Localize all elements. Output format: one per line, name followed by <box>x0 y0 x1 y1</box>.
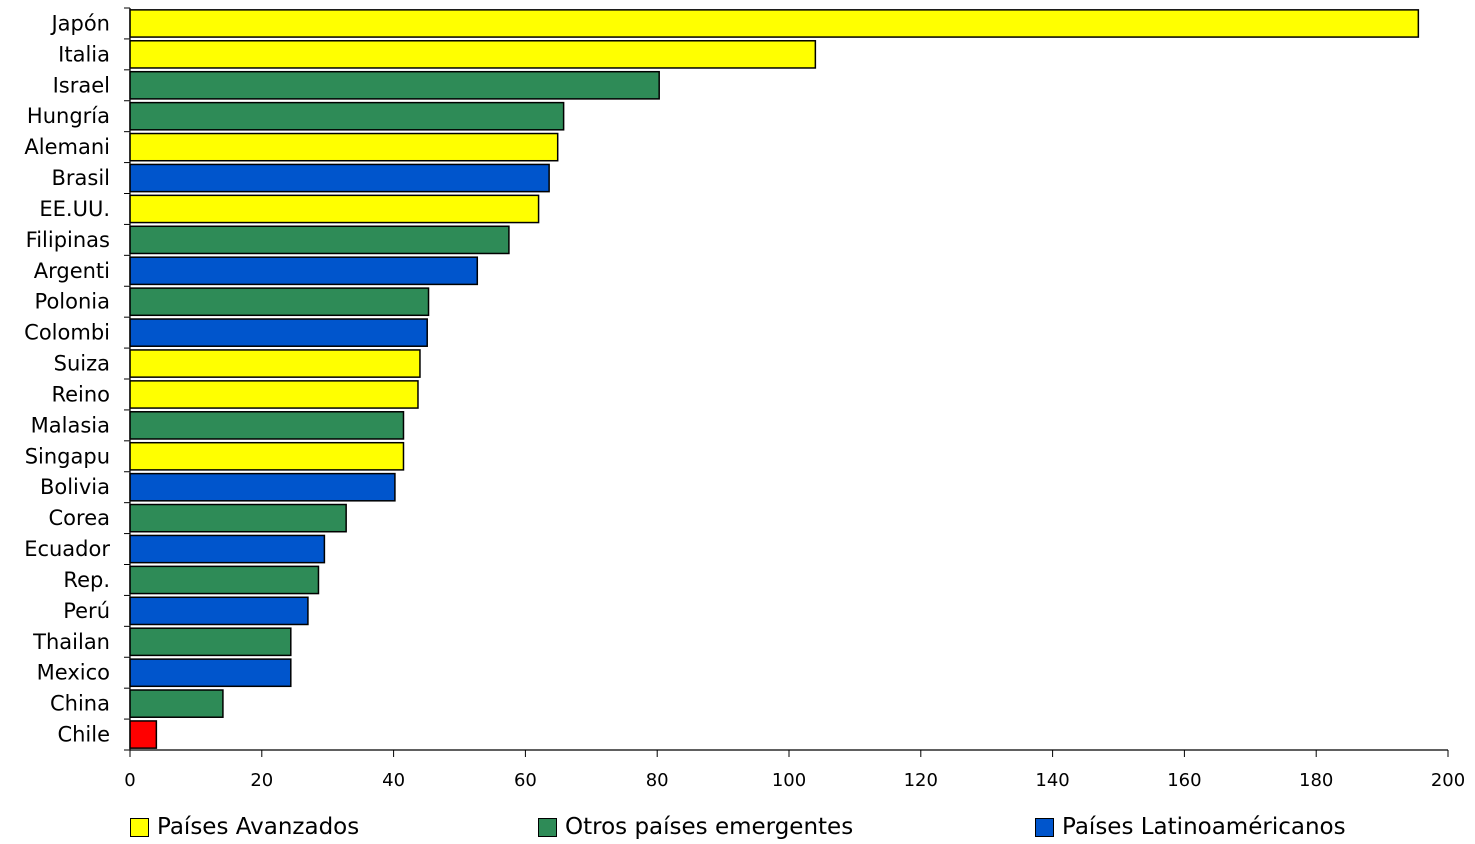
legend-swatch-latam <box>1035 817 1054 837</box>
bar-alemani <box>129 132 559 162</box>
category-labels: Japón Italia Israel Hungría Alemani Brasil EE.… <box>24 11 110 746</box>
legend-item-latam: Países Latinoaméricanos <box>1035 812 1346 842</box>
x-tick-label-80: 80 <box>646 770 669 791</box>
category-label-hungr-a: Hungría <box>27 104 110 128</box>
category-label-china: China <box>50 692 110 716</box>
legend-label-emergentes: Otros países emergentes <box>565 814 854 840</box>
category-label-italia: Italia <box>58 42 110 66</box>
category-label-colombi: Colombi <box>24 321 110 345</box>
bar-bolivia <box>129 472 396 502</box>
category-label-israel: Israel <box>53 73 110 97</box>
category-label-argenti: Argenti <box>34 259 110 283</box>
bar-china <box>129 689 224 718</box>
bar-singapu <box>129 441 405 471</box>
category-label-reino: Reino <box>51 382 110 406</box>
category-label-filipinas: Filipinas <box>26 228 110 252</box>
bar-brasil <box>129 163 550 193</box>
legend-label-latam: Países Latinoaméricanos <box>1062 814 1346 840</box>
bar-ee-uu <box>129 194 540 224</box>
x-tick-label-120: 120 <box>904 770 938 791</box>
x-tick-labels: 0 20 40 60 80 100 120 140 160 180 200 <box>124 770 1465 791</box>
bar-malasia <box>129 411 405 440</box>
x-tick-label-60: 60 <box>514 770 537 791</box>
bar-mexico <box>129 658 292 688</box>
category-label-mexico: Mexico <box>37 661 110 685</box>
category-label-jap-n: Japón <box>49 11 110 35</box>
x-tick-label-140: 140 <box>1035 770 1069 791</box>
category-label-thailan: Thailan <box>32 630 110 654</box>
legend-label-avanzados: Países Avanzados <box>157 814 360 840</box>
bar-filipinas <box>129 225 510 255</box>
bar-polonia <box>129 287 430 317</box>
category-label-corea: Corea <box>49 506 110 530</box>
bars-group <box>129 9 1420 749</box>
category-label-malasia: Malasia <box>31 413 110 437</box>
category-label-ee-uu: EE.UU. <box>39 197 110 221</box>
bar-reino <box>129 380 419 409</box>
x-tick-label-0: 0 <box>124 770 135 791</box>
bar-ecuador <box>129 534 326 564</box>
bar-rep <box>129 565 320 595</box>
category-label-rep: Rep. <box>63 568 110 592</box>
x-tick-label-100: 100 <box>772 770 806 791</box>
category-label-bolivia: Bolivia <box>40 475 110 499</box>
bar-colombi <box>129 318 428 347</box>
category-label-singapu: Singapu <box>25 444 110 468</box>
bar-argenti <box>129 256 479 286</box>
bar-israel <box>129 70 660 100</box>
legend-item-avanzados: Países Avanzados <box>130 812 359 842</box>
category-label-polonia: Polonia <box>35 290 110 314</box>
category-label-ecuador: Ecuador <box>24 537 110 561</box>
axes <box>124 7 1449 757</box>
category-label-chile: Chile <box>57 723 110 747</box>
bar-suiza <box>129 349 421 378</box>
category-label-per: Perú <box>63 599 110 623</box>
bar-per <box>129 596 309 626</box>
bar-hungr-a <box>129 101 565 131</box>
legend-swatch-avanzados <box>130 817 149 837</box>
category-label-brasil: Brasil <box>51 166 110 190</box>
bar-chile <box>129 720 158 749</box>
bar-corea <box>129 503 347 533</box>
legend-swatch-emergentes <box>538 817 557 837</box>
bar-jap-n <box>129 9 1420 38</box>
bar-italia <box>129 40 817 69</box>
x-tick-label-20: 20 <box>250 770 273 791</box>
legend-item-emergentes: Otros países emergentes <box>538 812 853 842</box>
x-tick-label-180: 180 <box>1299 770 1333 791</box>
bar-thailan <box>129 627 292 657</box>
x-tick-label-160: 160 <box>1167 770 1201 791</box>
x-tick-label-40: 40 <box>382 770 405 791</box>
category-label-alemani: Alemani <box>24 135 110 159</box>
category-label-suiza: Suiza <box>54 352 110 376</box>
x-tick-label-200: 200 <box>1431 770 1465 791</box>
